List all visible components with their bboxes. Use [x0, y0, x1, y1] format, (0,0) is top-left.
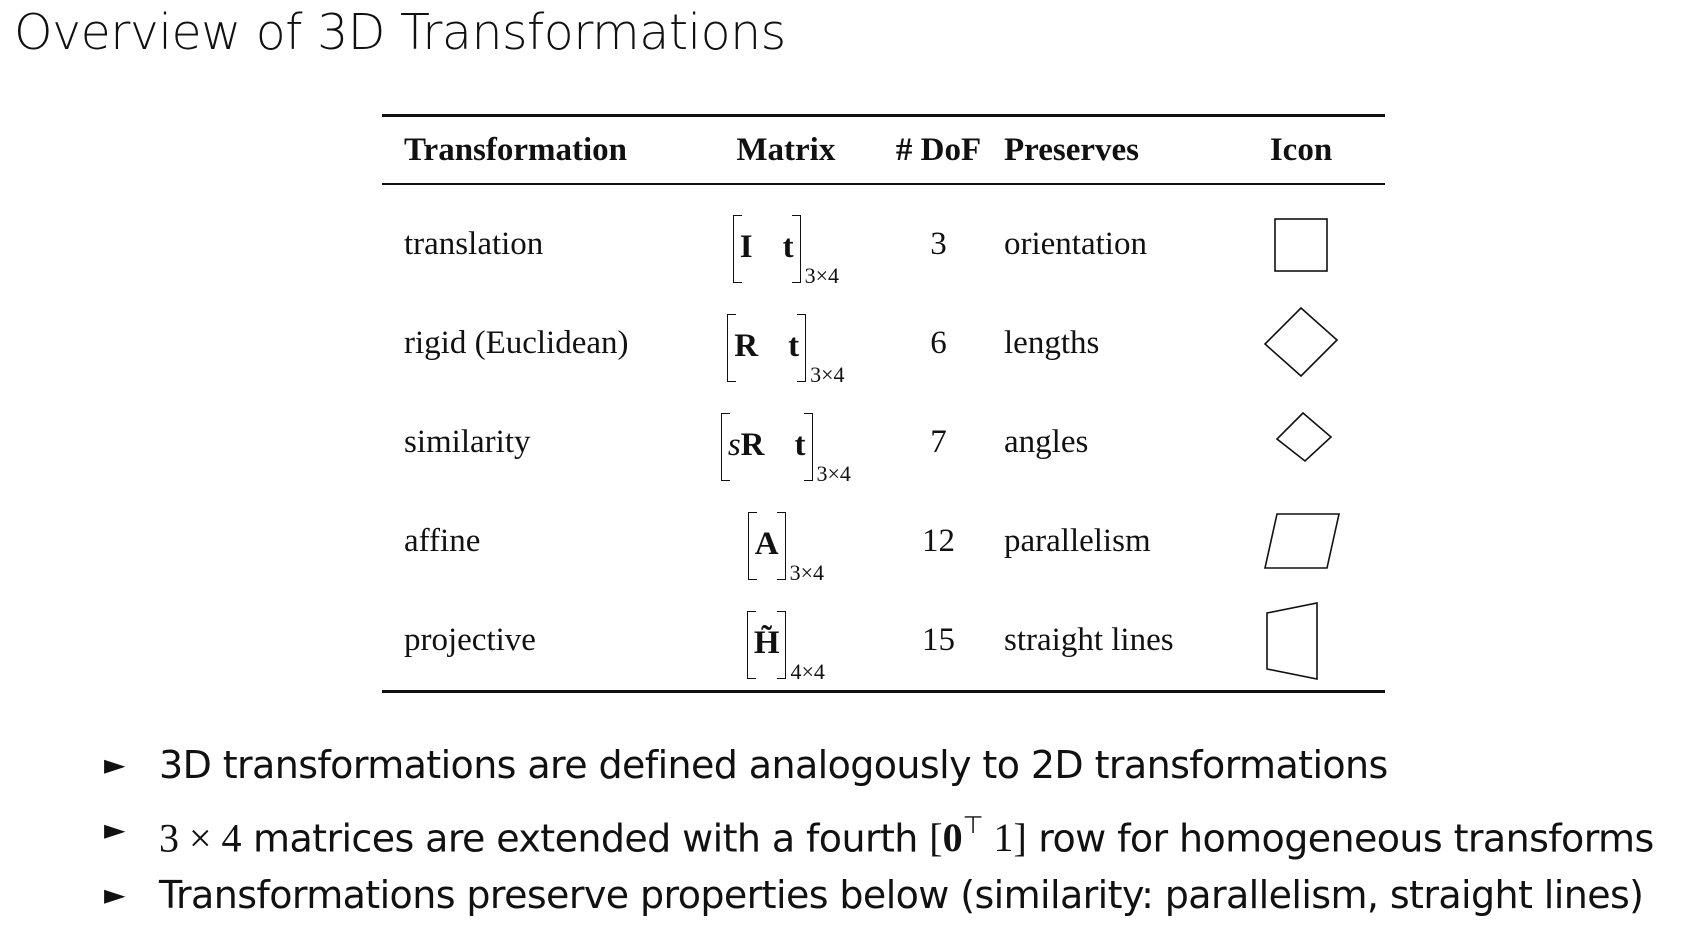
icon-cell	[1217, 393, 1385, 492]
matrix-entry: I	[739, 228, 753, 265]
homogeneous-row-math: [0⊤ 1]	[929, 813, 1027, 861]
preserves-value: angles	[1004, 424, 1089, 460]
matrix-cell: R t 3×4	[687, 294, 885, 393]
matrix-brackets: sR t	[720, 412, 813, 481]
scale-factor: s	[727, 426, 741, 463]
icon-cell	[1217, 184, 1385, 294]
header-matrix: Matrix	[686, 114, 886, 185]
header-dof: # DoF	[885, 114, 992, 185]
matrix-brackets: I t	[732, 214, 801, 283]
transformations-table-container: Transformation Matrix # DoF Preserves Ic…	[382, 114, 1385, 693]
header-preserves: Preserves	[992, 114, 1217, 185]
matrix-entry: H̃	[753, 624, 780, 661]
preserves-value: parallelism	[1004, 523, 1151, 559]
bullet-text: matrices are extended with a fourth	[241, 816, 930, 861]
matrix-cell: I t 3×4	[687, 184, 885, 294]
transformation-name: similarity	[404, 424, 531, 460]
rotated-square-icon	[1263, 306, 1339, 377]
transformation-name: affine	[404, 523, 481, 559]
preserves-value: lengths	[1004, 325, 1100, 361]
trapezoid-icon	[1266, 601, 1318, 680]
bullet-item: ► 3 × 4 matrices are extended with a fou…	[100, 805, 1654, 870]
parallelogram-icon	[1264, 512, 1340, 569]
one-entry: 1	[993, 815, 1014, 861]
dof-value: 3	[930, 226, 947, 262]
matrix-entry: A	[754, 525, 779, 562]
matrix-size: 3×4	[810, 361, 845, 387]
matrix-expression: sR t 3×4	[720, 412, 851, 486]
matrix-size: 3×4	[804, 262, 839, 288]
transformations-table: Transformation Matrix # DoF Preserves Ic…	[382, 114, 1385, 693]
matrix-size: 3×4	[816, 460, 851, 486]
transformation-name: projective	[382, 591, 687, 693]
bullet-item: ► Transformations preserve properties be…	[100, 870, 1654, 935]
small-rotated-square-icon	[1275, 411, 1333, 462]
header-icon: Icon	[1217, 114, 1385, 185]
table-row: affine A 3×4 12 parallelism	[382, 492, 1385, 591]
matrix-cell: A 3×4	[687, 492, 885, 591]
matrix-entry: t	[794, 426, 806, 463]
table-row: similarity sR t 3×4 7 angles	[382, 393, 1385, 492]
header-transformation: Transformation	[382, 114, 687, 185]
bullet-list: ► 3D transformations are defined analogo…	[100, 740, 1654, 935]
transformation-name: translation	[404, 226, 544, 262]
dof-value: 6	[930, 325, 947, 361]
matrix-dimension-math: 3 × 4	[159, 815, 242, 861]
matrix-brackets: H̃	[746, 610, 787, 679]
matrix-cell: H̃ 4×4	[686, 591, 886, 693]
matrix-size: 3×4	[789, 559, 824, 585]
icon-cell	[1217, 294, 1385, 393]
dof-value: 12	[922, 523, 956, 559]
matrix-expression: H̃ 4×4	[746, 610, 825, 684]
bullet-text: row for homogeneous transforms	[1026, 816, 1654, 861]
dof-value: 15	[885, 591, 992, 693]
matrix-expression: A 3×4	[747, 511, 824, 585]
triangle-bullet-icon: ►	[104, 813, 126, 846]
bullet-item: ► 3D transformations are defined analogo…	[100, 740, 1654, 805]
table-row: projective H̃ 4×4 15 straight lines	[382, 591, 1385, 693]
transformation-name: rigid (Euclidean)	[404, 325, 629, 361]
zero-vector: 0	[942, 815, 963, 861]
matrix-size: 4×4	[790, 658, 825, 684]
matrix-entry: t	[788, 327, 800, 364]
matrix-entry: R	[734, 327, 759, 364]
matrix-entry: sR	[727, 426, 765, 463]
icon-cell	[1217, 492, 1385, 591]
bullet-text: 3D transformations are defined analogous…	[159, 743, 1388, 787]
matrix-expression: I t 3×4	[732, 214, 839, 288]
matrix-expression: R t 3×4	[727, 313, 845, 387]
dof-value: 7	[930, 424, 947, 460]
table-row: rigid (Euclidean) R t 3×4 6 lengths	[382, 294, 1385, 393]
square-icon	[1274, 217, 1328, 272]
table-row: translation I t 3×4 3 orientation	[382, 184, 1385, 294]
preserves-value: orientation	[1004, 226, 1147, 262]
matrix-cell: sR t 3×4	[687, 393, 885, 492]
preserves-value: straight lines	[992, 591, 1217, 693]
table-header-row: Transformation Matrix # DoF Preserves Ic…	[382, 114, 1385, 185]
page-title: Overview of 3D Transformations	[14, 4, 786, 61]
triangle-bullet-icon: ►	[104, 748, 126, 781]
bullet-text: Transformations preserve properties belo…	[159, 873, 1644, 917]
matrix-brackets: R t	[727, 313, 807, 382]
matrix-entry: t	[782, 228, 794, 265]
triangle-bullet-icon: ►	[104, 878, 126, 911]
matrix-brackets: A	[747, 511, 786, 580]
icon-cell	[1217, 591, 1385, 693]
transpose-symbol: ⊤	[962, 813, 984, 839]
